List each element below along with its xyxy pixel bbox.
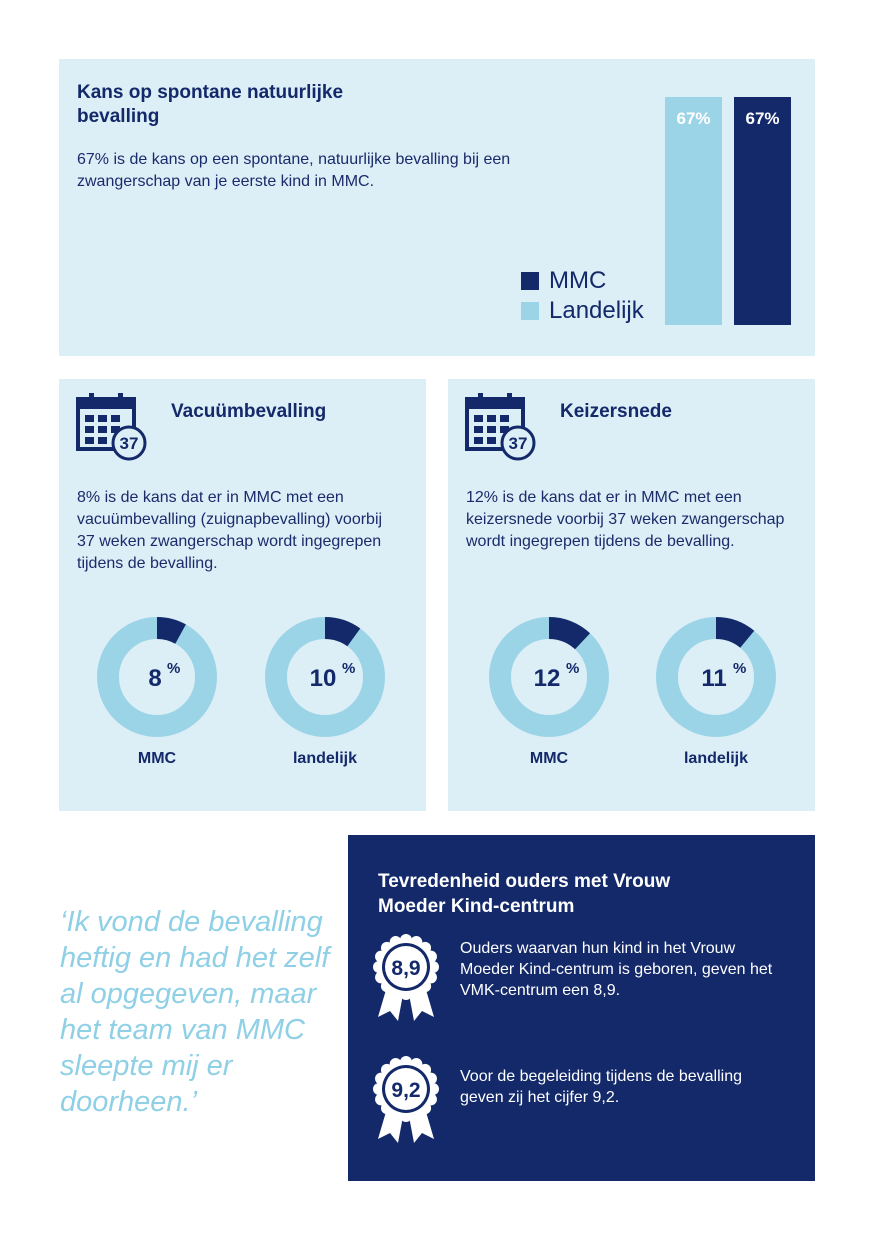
donut-mmc: 8% MMC	[97, 617, 217, 767]
panel-description: 12% is de kans dat er in MMC met een kei…	[466, 489, 785, 550]
calendar-number: 37	[509, 434, 528, 453]
donut-chart: 8%	[97, 617, 217, 737]
legend-item-mmc: MMC	[521, 267, 606, 295]
donut-chart: 10%	[265, 617, 385, 737]
donut-unit: %	[167, 660, 180, 677]
donut-slice	[549, 617, 591, 650]
rosette-icon: 8,9	[373, 934, 439, 1021]
donut-value: 11	[701, 665, 726, 692]
panel-description: 8% is de kans dat er in MMC met een vacu…	[77, 489, 383, 572]
chance-spontaneous-birth-panel: Kans op spontane natuurlijke bevalling 6…	[59, 59, 815, 356]
satisfaction-text: Voor de begeleiding tijdens de bevalling…	[460, 1068, 742, 1106]
bar-landelijk: 67%	[665, 97, 722, 325]
panel-title: Keizersnede	[560, 401, 672, 422]
satisfaction-panel: Tevredenheid ouders met Vrouw Moeder Kin…	[348, 835, 815, 1181]
donut-label: MMC	[137, 750, 177, 767]
donut-value: 10	[310, 665, 337, 692]
donut-unit: %	[566, 660, 579, 677]
score-text: 8,9	[391, 957, 420, 980]
legend-label: Landelijk	[549, 297, 644, 324]
donut-slice	[325, 617, 361, 647]
legend-swatch-landelijk	[521, 302, 539, 320]
panel-description: 67% is de kans op een spontane, natuurli…	[77, 151, 511, 190]
testimonial-quote: ‘Ik vond de bevalling heftig en had het …	[60, 906, 330, 1118]
legend-label: MMC	[549, 267, 607, 294]
caesarean-panel: 37 Keizersnede 12% is de kans dat er in …	[448, 379, 815, 811]
donut-chart: 11%	[656, 617, 776, 737]
donut-landelijk: 11% landelijk	[656, 617, 776, 767]
satisfaction-text: Ouders waarvan hun kind in het Vrouw Moe…	[460, 940, 773, 999]
bar-mmc: 67%	[734, 97, 791, 325]
score-text: 9,2	[391, 1079, 420, 1102]
legend-swatch-mmc	[521, 272, 539, 290]
calendar-icon: 37	[465, 393, 536, 461]
donut-value: 12	[534, 665, 561, 692]
calendar-icon: 37	[76, 393, 147, 461]
donut-slice	[716, 617, 755, 648]
legend-item-landelijk: Landelijk	[521, 297, 644, 325]
bar-data-label: 67%	[676, 109, 711, 128]
rosette-icon: 9,2	[373, 1056, 439, 1143]
donut-label: landelijk	[292, 750, 358, 767]
bar-data-label: 67%	[745, 109, 780, 128]
donut-label: MMC	[529, 750, 569, 767]
donut-value: 8	[148, 665, 161, 692]
donut-mmc: 12% MMC	[489, 617, 609, 767]
panel-title: Vacuümbevalling	[171, 401, 327, 422]
donut-label: landelijk	[683, 750, 749, 767]
panel-title: Tevredenheid ouders met Vrouw Moeder Kin…	[378, 871, 671, 917]
donut-slice	[157, 617, 186, 644]
donut-unit: %	[342, 660, 355, 677]
vacuum-panel: 37 Vacuümbevalling 8% is de kans dat er …	[59, 379, 426, 811]
panel-title: Kans op spontane natuurlijke bevalling	[77, 82, 344, 127]
donut-chart: 12%	[489, 617, 609, 737]
donut-landelijk: 10% landelijk	[265, 617, 385, 767]
calendar-number: 37	[120, 434, 139, 453]
donut-unit: %	[733, 660, 746, 677]
